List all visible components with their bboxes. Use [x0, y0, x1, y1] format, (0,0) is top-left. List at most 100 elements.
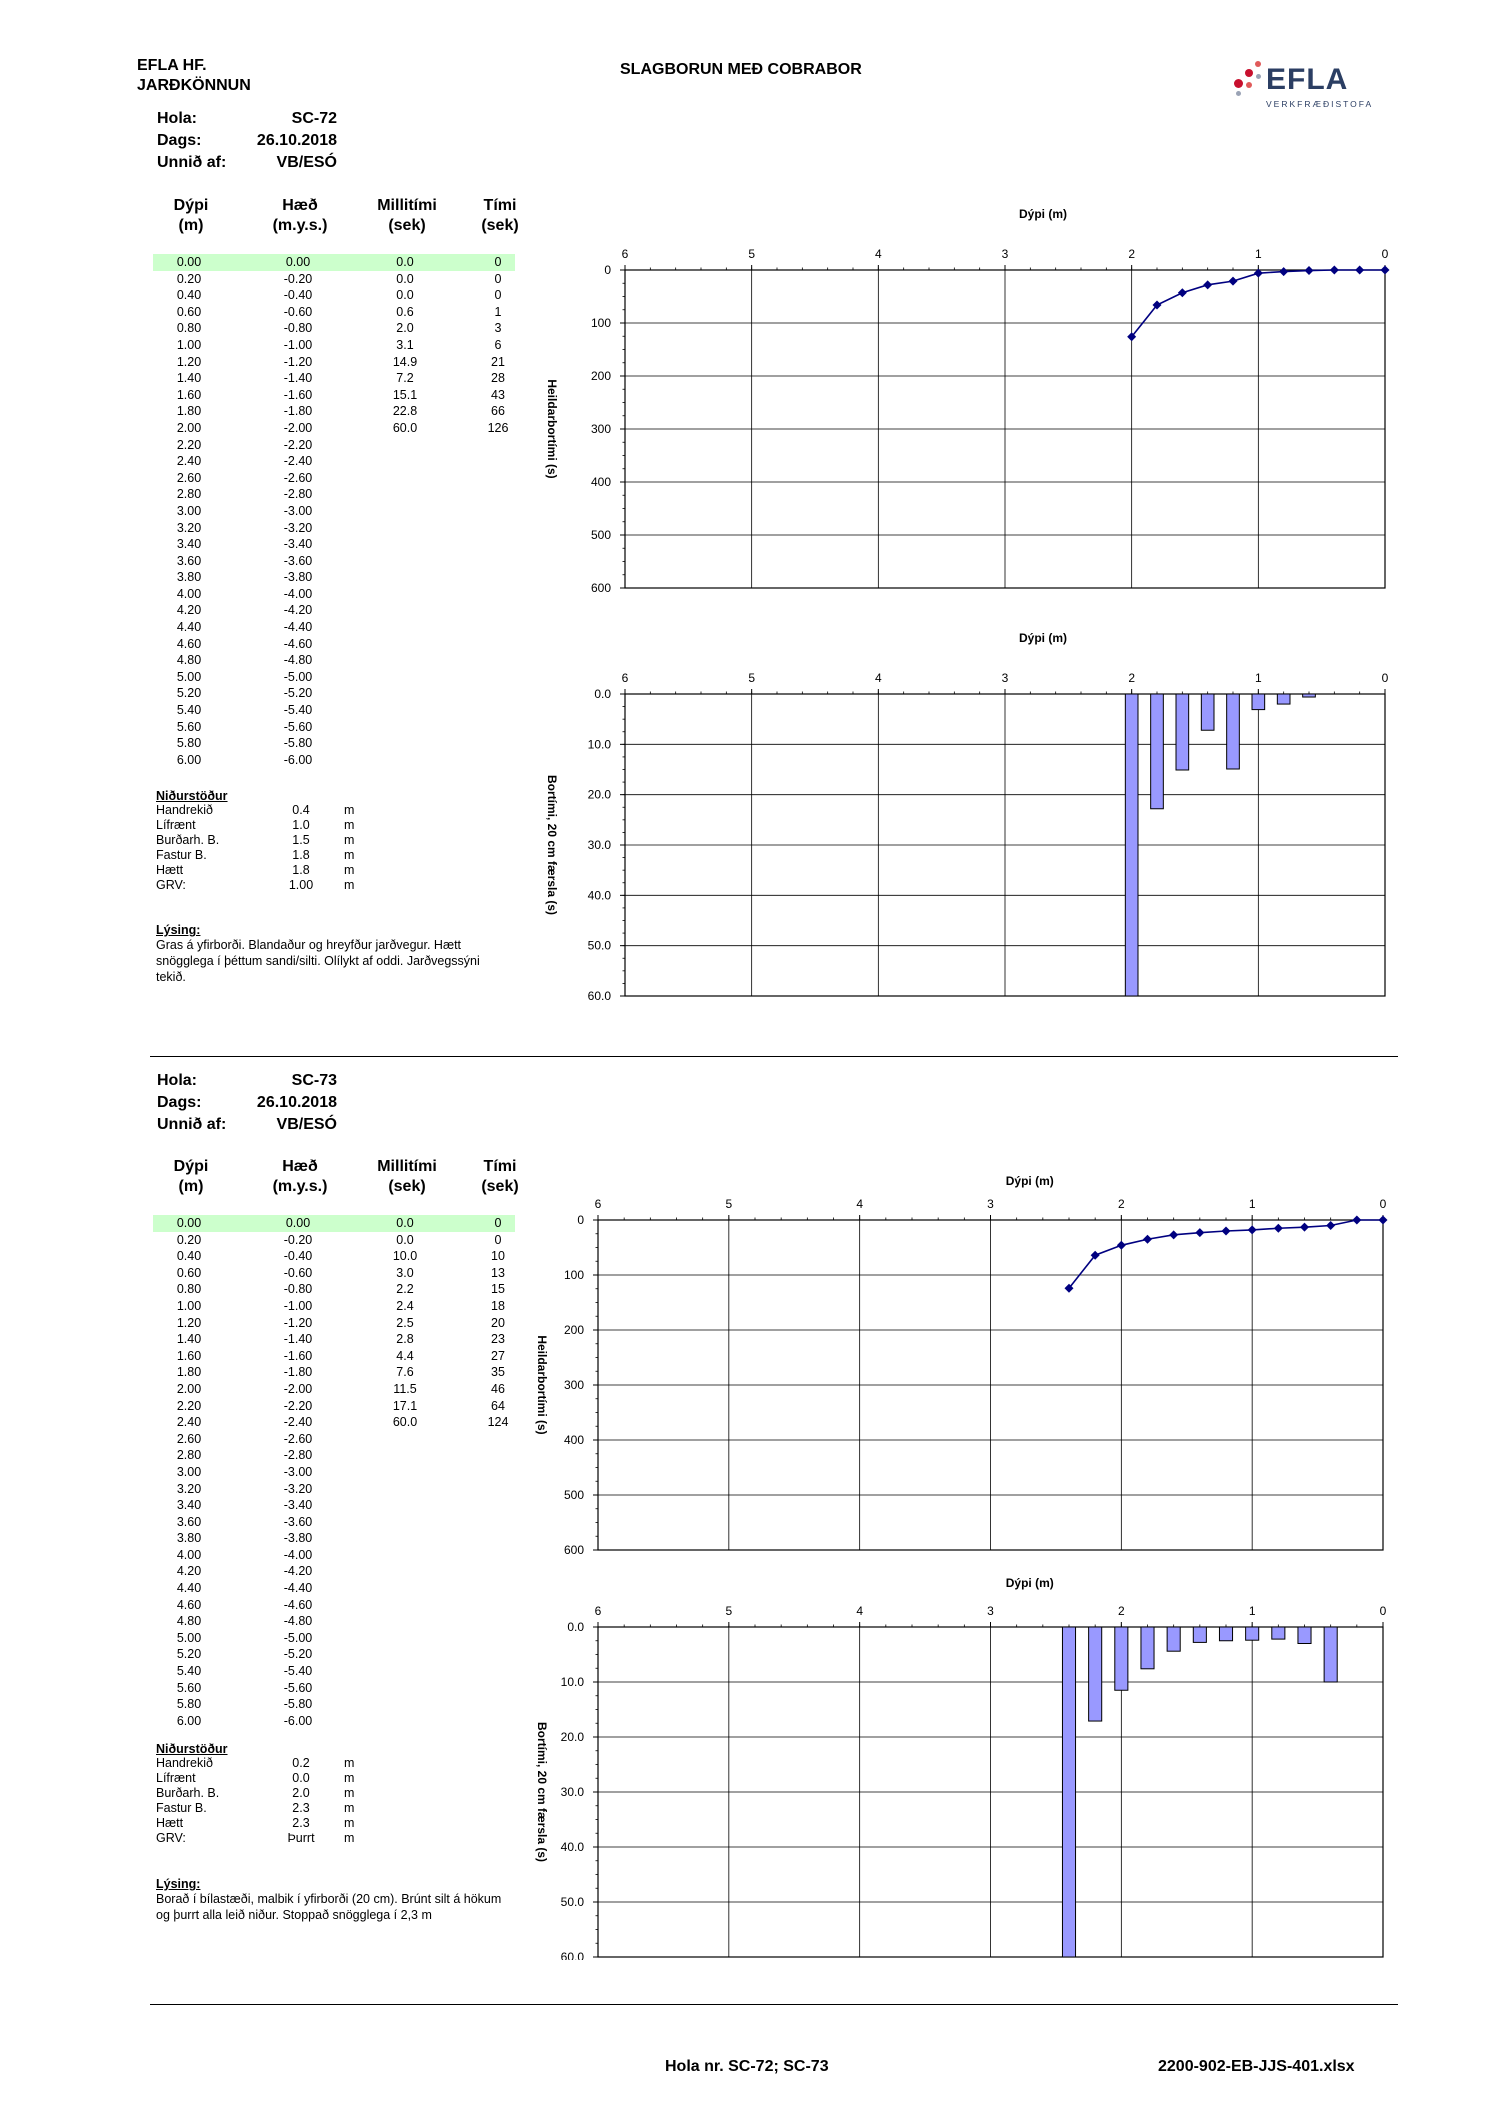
depth-cell: 4.40 — [176, 1581, 202, 1596]
result-row: Burðarh. B. 1.5 m — [156, 833, 516, 848]
logo-subtext: VERKFRÆÐISTOFA — [1266, 99, 1374, 109]
depth-cell: 0.40 — [176, 1249, 202, 1264]
hole-1-table-header: Dýpi (m) Hæð (m.y.s.) Millitími (sek) Tími(… — [155, 196, 545, 240]
table-row: 4.00 -4.00 — [153, 586, 515, 603]
results-title: Niðurstöður — [156, 789, 228, 803]
total-time-cell: 66 — [491, 404, 505, 419]
table-row: 5.00 -5.00 — [153, 669, 515, 686]
hole-1-cumulative-time-chart: Dýpi (m)6 5 4 3 2 1 00100200300400500600Heilda… — [545, 207, 1390, 595]
result-value: 2.3 — [292, 1801, 310, 1815]
result-unit: m — [344, 848, 355, 862]
data-point — [1221, 1226, 1231, 1236]
split-time-cell: 0.6 — [396, 304, 414, 319]
depth-cell: 0.20 — [176, 1232, 202, 1247]
depth-cell: 4.00 — [176, 1547, 202, 1562]
footer-divider — [150, 2004, 1398, 2005]
date-label: Dags: — [157, 132, 202, 149]
depth-cell: 2.20 — [176, 437, 202, 452]
table-row: 0.40 -0.40 0.0 0 — [153, 287, 515, 304]
elevation-cell: -5.40 — [283, 1664, 313, 1679]
split-time-cell: 14.9 — [392, 354, 418, 369]
depth-cell: 1.40 — [176, 371, 202, 386]
depth-cell: 0.60 — [176, 1265, 202, 1280]
table-row: 2.60 -2.60 — [153, 1431, 515, 1448]
split-time-header: Millitími (sek) — [377, 1158, 437, 1195]
depth-cell: 1.00 — [176, 337, 202, 352]
bar — [1124, 693, 1139, 997]
table-row: 0.80 -0.80 2.0 3 — [153, 320, 515, 337]
elevation-cell: -3.40 — [283, 1498, 313, 1513]
split-time-cell: 10.0 — [392, 1249, 418, 1264]
depth-cell: 5.80 — [176, 1697, 202, 1712]
total-time-cell: 15 — [491, 1282, 505, 1297]
result-value: 1.0 — [292, 818, 310, 832]
y-tick-label: 100 — [564, 1268, 584, 1282]
elevation-cell: -2.40 — [283, 1415, 313, 1430]
depth-cell: 5.20 — [176, 686, 202, 701]
table-row: 5.80 -5.80 — [153, 735, 515, 752]
data-point — [1116, 1240, 1126, 1250]
elevation-cell: -3.80 — [283, 570, 313, 585]
total-time-cell: 23 — [491, 1332, 505, 1347]
table-row: 1.00 -1.00 3.1 6 — [153, 337, 515, 354]
depth-cell: 5.80 — [176, 736, 202, 751]
table-row: 0.00 0.00 0.0 0 — [153, 1215, 515, 1232]
y-tick-label: 10.0 — [588, 737, 612, 751]
depth-cell: 1.60 — [176, 387, 202, 402]
table-row: 3.60 -3.60 — [153, 1514, 515, 1531]
result-unit: m — [344, 878, 355, 892]
total-time-header: Tími (sek) — [481, 1158, 519, 1195]
data-point — [1253, 268, 1263, 278]
elevation-cell: 0.00 — [285, 1216, 311, 1230]
split-time-cell: 7.2 — [396, 371, 414, 386]
elevation-cell: -1.00 — [283, 337, 313, 352]
elevation-cell: -4.80 — [283, 1614, 313, 1629]
bar — [1226, 693, 1240, 770]
depth-cell: 2.60 — [176, 470, 202, 485]
table-row: 2.20 -2.20 — [153, 437, 515, 454]
depth-cell: 0.60 — [176, 304, 202, 319]
result-value: 0.2 — [292, 1756, 310, 1770]
elevation-cell: -5.00 — [283, 669, 313, 684]
elevation-cell: -6.00 — [283, 1713, 313, 1728]
depth-cell: 2.00 — [176, 420, 202, 435]
elevation-cell: -4.40 — [283, 620, 313, 635]
hole-1-results: Niðurstöður Handrekið 0.4 m Lífrænt 1.0 m Burð… — [156, 789, 516, 893]
elevation-cell: -3.80 — [283, 1531, 313, 1546]
total-time-cell: 0 — [494, 288, 502, 303]
table-row: 3.80 -3.80 — [153, 1530, 515, 1547]
depth-cell: 5.00 — [176, 669, 202, 684]
result-row: Handrekið 0.4 m — [156, 803, 516, 818]
result-unit: m — [344, 1786, 355, 1800]
data-point — [1247, 1225, 1257, 1235]
table-row: 5.40 -5.40 — [153, 702, 515, 719]
total-time-cell: 3 — [494, 321, 502, 336]
split-time-cell: 0.0 — [396, 288, 414, 303]
x-tick-label: 1 — [1249, 1604, 1256, 1618]
result-label: Lífrænt — [156, 818, 196, 832]
elevation-cell: -0.40 — [283, 1249, 313, 1264]
depth-cell: 4.40 — [176, 620, 202, 635]
elevation-cell: -6.00 — [283, 752, 313, 767]
data-point — [1273, 1223, 1283, 1233]
logo-wordmark: EFLA — [1266, 63, 1349, 96]
elevation-cell: -3.60 — [283, 553, 313, 568]
y-tick-label: 400 — [591, 475, 611, 489]
elevation-cell: -3.40 — [283, 537, 313, 552]
table-row: 1.60 -1.60 15.1 43 — [153, 387, 515, 404]
elevation-cell: -1.20 — [283, 354, 313, 369]
bar — [1192, 1626, 1207, 1643]
elevation-cell: -0.20 — [283, 271, 313, 286]
table-row: 3.40 -3.40 — [153, 536, 515, 553]
result-unit: m — [344, 833, 355, 847]
elevation-cell: -2.00 — [283, 1381, 313, 1396]
table-row: 0.20 -0.20 0.0 0 — [153, 1232, 515, 1249]
depth-cell: 3.60 — [176, 1514, 202, 1529]
split-time-cell: 2.4 — [396, 1298, 414, 1313]
elevation-cell: -0.60 — [283, 304, 313, 319]
depth-cell: 5.40 — [176, 1664, 202, 1679]
table-row: 1.80 -1.80 7.6 35 — [153, 1364, 515, 1381]
depth-cell: 3.00 — [176, 1464, 202, 1479]
depth-cell: 3.20 — [176, 1481, 202, 1496]
hole-1-meta: Hola: SC-72 Dags: 26.10.2018 Unnið af: V… — [157, 110, 357, 176]
